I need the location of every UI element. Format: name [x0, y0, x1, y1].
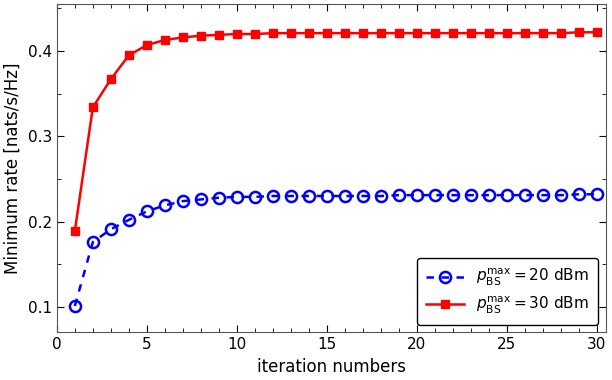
$p_{\mathrm{BS}}^{\mathrm{max}} = 30$ dBm	[395, 31, 403, 35]
$p_{\mathrm{BS}}^{\mathrm{max}} = 20$ dBm	[161, 203, 168, 207]
$p_{\mathrm{BS}}^{\mathrm{max}} = 30$ dBm	[503, 31, 510, 35]
$p_{\mathrm{BS}}^{\mathrm{max}} = 30$ dBm	[161, 38, 168, 42]
$p_{\mathrm{BS}}^{\mathrm{max}} = 20$ dBm	[539, 193, 547, 198]
$p_{\mathrm{BS}}^{\mathrm{max}} = 20$ dBm	[71, 304, 78, 308]
$p_{\mathrm{BS}}^{\mathrm{max}} = 30$ dBm	[269, 31, 277, 35]
$p_{\mathrm{BS}}^{\mathrm{max}} = 20$ dBm	[377, 194, 384, 198]
Line: $p_{\mathrm{BS}}^{\mathrm{max}} = 30$ dBm: $p_{\mathrm{BS}}^{\mathrm{max}} = 30$ dB…	[70, 28, 601, 235]
$p_{\mathrm{BS}}^{\mathrm{max}} = 30$ dBm	[431, 31, 439, 35]
Legend: $p_{\mathrm{BS}}^{\mathrm{max}} = 20$ dBm, $p_{\mathrm{BS}}^{\mathrm{max}} = 30$: $p_{\mathrm{BS}}^{\mathrm{max}} = 20$ dB…	[417, 258, 599, 325]
$p_{\mathrm{BS}}^{\mathrm{max}} = 30$ dBm	[575, 30, 583, 35]
$p_{\mathrm{BS}}^{\mathrm{max}} = 30$ dBm	[197, 33, 204, 38]
$p_{\mathrm{BS}}^{\mathrm{max}} = 20$ dBm	[251, 195, 258, 199]
$p_{\mathrm{BS}}^{\mathrm{max}} = 30$ dBm	[449, 31, 457, 35]
Y-axis label: Minimum rate [nats/s/Hz]: Minimum rate [nats/s/Hz]	[4, 63, 22, 274]
$p_{\mathrm{BS}}^{\mathrm{max}} = 20$ dBm	[215, 195, 223, 200]
$p_{\mathrm{BS}}^{\mathrm{max}} = 30$ dBm	[341, 31, 349, 35]
$p_{\mathrm{BS}}^{\mathrm{max}} = 30$ dBm	[323, 31, 330, 35]
$p_{\mathrm{BS}}^{\mathrm{max}} = 30$ dBm	[593, 30, 600, 35]
$p_{\mathrm{BS}}^{\mathrm{max}} = 20$ dBm	[233, 195, 241, 199]
$p_{\mathrm{BS}}^{\mathrm{max}} = 20$ dBm	[359, 194, 367, 198]
$p_{\mathrm{BS}}^{\mathrm{max}} = 30$ dBm	[215, 33, 223, 37]
$p_{\mathrm{BS}}^{\mathrm{max}} = 20$ dBm	[521, 193, 529, 198]
$p_{\mathrm{BS}}^{\mathrm{max}} = 20$ dBm	[413, 193, 420, 198]
$p_{\mathrm{BS}}^{\mathrm{max}} = 30$ dBm	[485, 31, 493, 35]
$p_{\mathrm{BS}}^{\mathrm{max}} = 20$ dBm	[107, 227, 114, 231]
$p_{\mathrm{BS}}^{\mathrm{max}} = 20$ dBm	[89, 240, 97, 244]
$p_{\mathrm{BS}}^{\mathrm{max}} = 20$ dBm	[269, 194, 277, 198]
X-axis label: iteration numbers: iteration numbers	[257, 358, 406, 376]
$p_{\mathrm{BS}}^{\mathrm{max}} = 20$ dBm	[395, 193, 403, 198]
$p_{\mathrm{BS}}^{\mathrm{max}} = 20$ dBm	[197, 197, 204, 202]
$p_{\mathrm{BS}}^{\mathrm{max}} = 20$ dBm	[125, 218, 133, 222]
$p_{\mathrm{BS}}^{\mathrm{max}} = 30$ dBm	[558, 31, 565, 35]
$p_{\mathrm{BS}}^{\mathrm{max}} = 20$ dBm	[485, 193, 493, 198]
$p_{\mathrm{BS}}^{\mathrm{max}} = 30$ dBm	[305, 31, 313, 35]
$p_{\mathrm{BS}}^{\mathrm{max}} = 30$ dBm	[233, 32, 241, 36]
$p_{\mathrm{BS}}^{\mathrm{max}} = 20$ dBm	[431, 193, 439, 198]
$p_{\mathrm{BS}}^{\mathrm{max}} = 20$ dBm	[467, 193, 474, 198]
$p_{\mathrm{BS}}^{\mathrm{max}} = 30$ dBm	[125, 53, 133, 58]
$p_{\mathrm{BS}}^{\mathrm{max}} = 20$ dBm	[143, 209, 151, 214]
$p_{\mathrm{BS}}^{\mathrm{max}} = 30$ dBm	[143, 43, 151, 48]
$p_{\mathrm{BS}}^{\mathrm{max}} = 20$ dBm	[558, 193, 565, 198]
$p_{\mathrm{BS}}^{\mathrm{max}} = 30$ dBm	[71, 229, 78, 233]
$p_{\mathrm{BS}}^{\mathrm{max}} = 30$ dBm	[359, 31, 367, 35]
$p_{\mathrm{BS}}^{\mathrm{max}} = 20$ dBm	[179, 199, 187, 203]
$p_{\mathrm{BS}}^{\mathrm{max}} = 30$ dBm	[413, 31, 420, 35]
$p_{\mathrm{BS}}^{\mathrm{max}} = 20$ dBm	[575, 192, 583, 196]
$p_{\mathrm{BS}}^{\mathrm{max}} = 20$ dBm	[449, 193, 457, 198]
$p_{\mathrm{BS}}^{\mathrm{max}} = 30$ dBm	[467, 31, 474, 35]
$p_{\mathrm{BS}}^{\mathrm{max}} = 30$ dBm	[251, 32, 258, 36]
$p_{\mathrm{BS}}^{\mathrm{max}} = 20$ dBm	[287, 194, 294, 198]
Line: $p_{\mathrm{BS}}^{\mathrm{max}} = 20$ dBm: $p_{\mathrm{BS}}^{\mathrm{max}} = 20$ dB…	[69, 189, 602, 312]
$p_{\mathrm{BS}}^{\mathrm{max}} = 30$ dBm	[539, 31, 547, 35]
$p_{\mathrm{BS}}^{\mathrm{max}} = 20$ dBm	[593, 192, 600, 196]
$p_{\mathrm{BS}}^{\mathrm{max}} = 30$ dBm	[287, 31, 294, 35]
$p_{\mathrm{BS}}^{\mathrm{max}} = 20$ dBm	[341, 194, 349, 198]
$p_{\mathrm{BS}}^{\mathrm{max}} = 30$ dBm	[89, 105, 97, 109]
$p_{\mathrm{BS}}^{\mathrm{max}} = 30$ dBm	[377, 31, 384, 35]
$p_{\mathrm{BS}}^{\mathrm{max}} = 30$ dBm	[107, 77, 114, 81]
$p_{\mathrm{BS}}^{\mathrm{max}} = 30$ dBm	[521, 31, 529, 35]
$p_{\mathrm{BS}}^{\mathrm{max}} = 20$ dBm	[323, 194, 330, 198]
$p_{\mathrm{BS}}^{\mathrm{max}} = 20$ dBm	[503, 193, 510, 198]
$p_{\mathrm{BS}}^{\mathrm{max}} = 30$ dBm	[179, 35, 187, 40]
$p_{\mathrm{BS}}^{\mathrm{max}} = 20$ dBm	[305, 194, 313, 198]
